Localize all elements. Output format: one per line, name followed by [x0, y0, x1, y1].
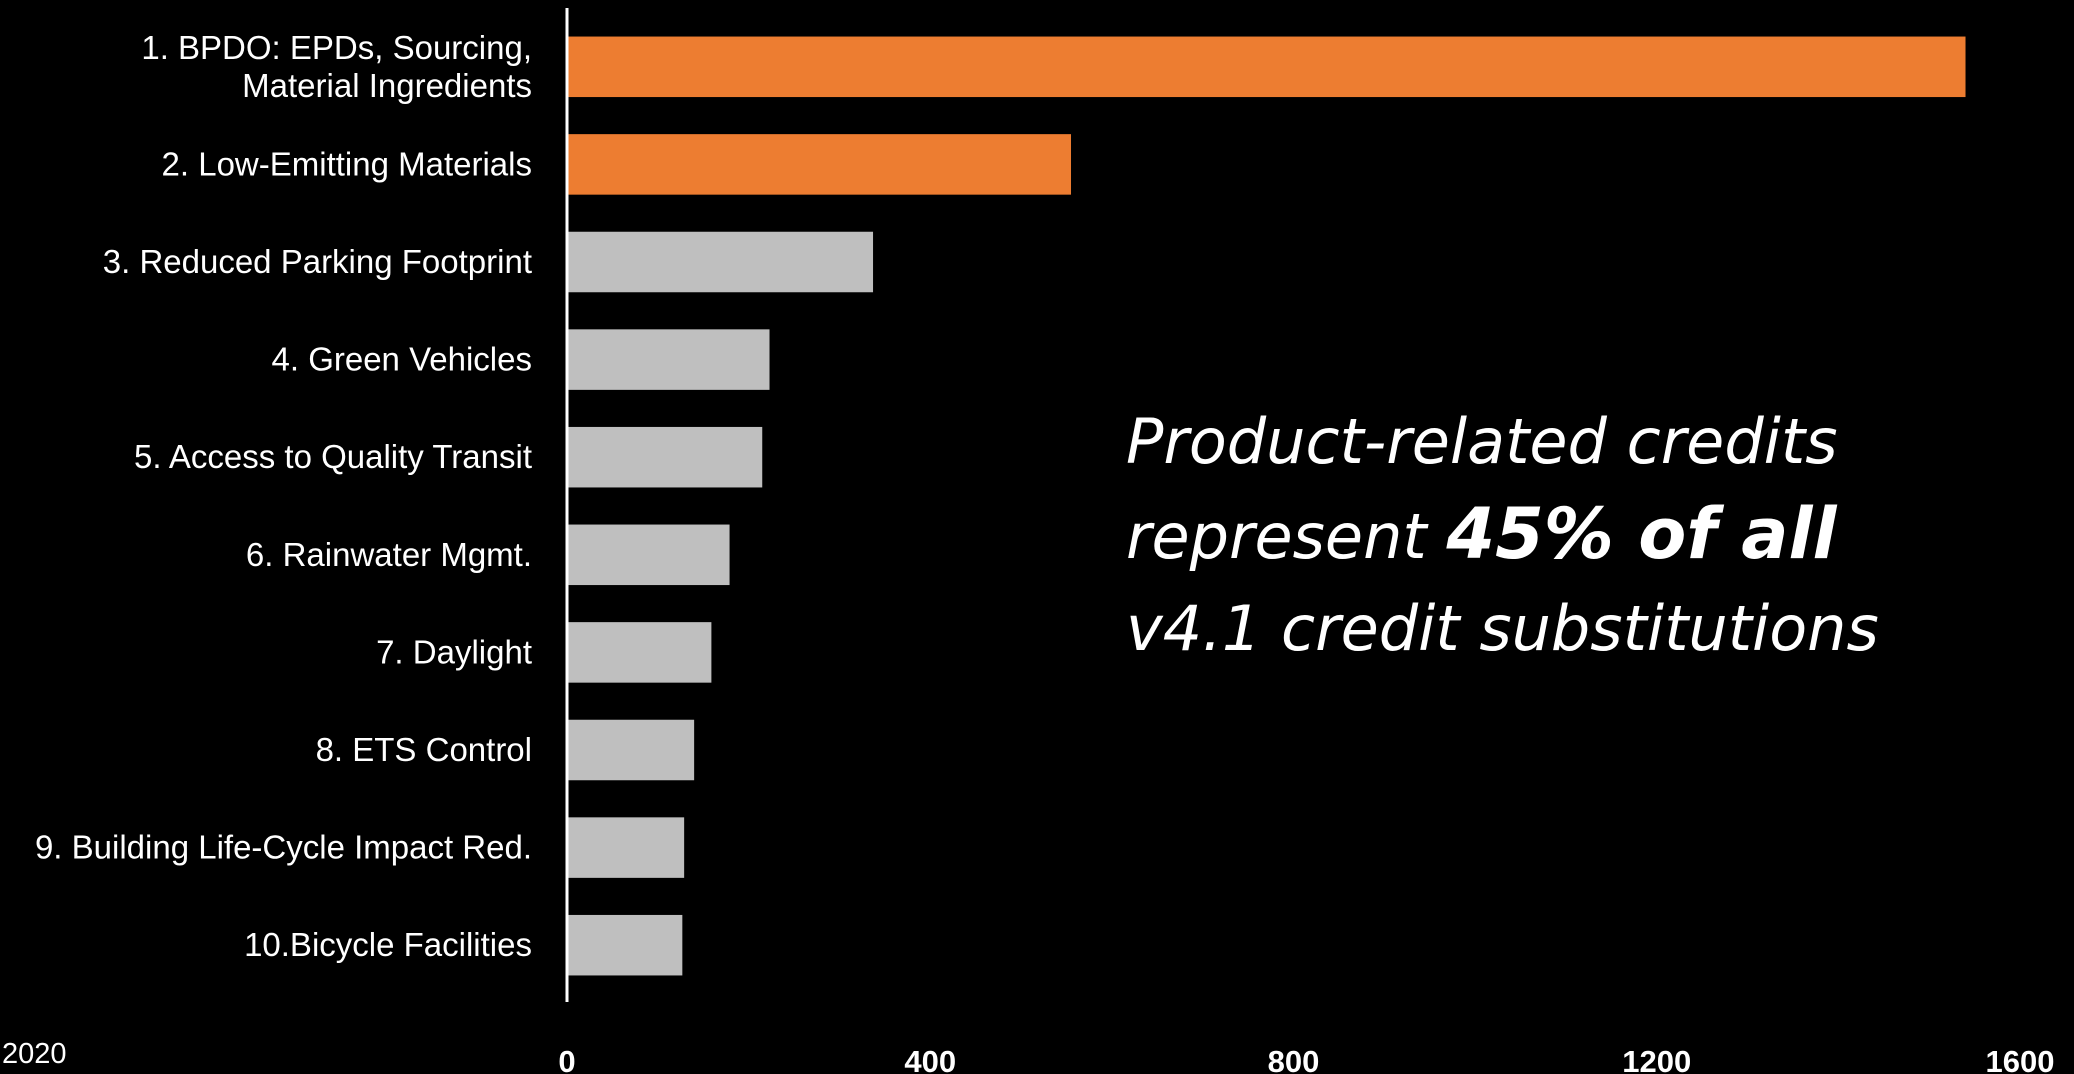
- bar-8: [567, 719, 695, 781]
- callout-line-2: represent 45% of all: [1126, 488, 2046, 583]
- category-label-2: 2. Low-Emitting Materials: [162, 145, 532, 182]
- x-tick-label-1600: 1600: [1986, 1044, 2055, 1074]
- callout-text: Product-related credits represent 45% of…: [1126, 396, 2046, 675]
- bar-10: [567, 914, 683, 976]
- x-axis-ticks-group: 0 400 800 1200 1600: [558, 1044, 2054, 1074]
- category-labels-group: 1. BPDO: EPDs, Sourcing, Material Ingredi…: [35, 29, 532, 963]
- bar-1: [567, 36, 1966, 98]
- category-label-7: 7. Daylight: [376, 633, 532, 670]
- footer-year: 2020: [2, 1038, 67, 1070]
- category-label-1: 1. BPDO: EPDs, Sourcing, Material Ingredi…: [141, 29, 532, 104]
- category-label-6: 6. Rainwater Mgmt.: [246, 536, 532, 573]
- callout-line-3: v4.1 credit substitutions: [1126, 592, 1879, 665]
- category-label-8: 8. ETS Control: [316, 731, 532, 768]
- bar-6: [567, 524, 730, 586]
- x-tick-label-1200: 1200: [1622, 1044, 1691, 1074]
- callout-line-1: Product-related credits: [1126, 405, 1838, 478]
- category-label-10: 10.Bicycle Facilities: [244, 926, 532, 963]
- bar-5: [567, 426, 763, 488]
- bar-4: [567, 329, 770, 390]
- x-tick-label-0: 0: [558, 1044, 575, 1074]
- x-tick-label-800: 800: [1268, 1044, 1320, 1074]
- category-label-9: 9. Building Life-Cycle Impact Red.: [35, 829, 532, 866]
- callout-line-2-prefix: represent: [1126, 500, 1447, 573]
- category-label-5: 5. Access to Quality Transit: [134, 438, 532, 475]
- bar-9: [567, 817, 685, 878]
- x-tick-label-400: 400: [904, 1044, 956, 1074]
- callout-highlight: 45% of all: [1446, 493, 1837, 575]
- category-label-3: 3. Reduced Parking Footprint: [103, 243, 532, 280]
- bar-7: [567, 622, 712, 683]
- category-label-4: 4. Green Vehicles: [272, 341, 533, 378]
- bars-group: [567, 36, 1966, 976]
- bar-3: [567, 231, 874, 293]
- bar-2: [567, 134, 1072, 195]
